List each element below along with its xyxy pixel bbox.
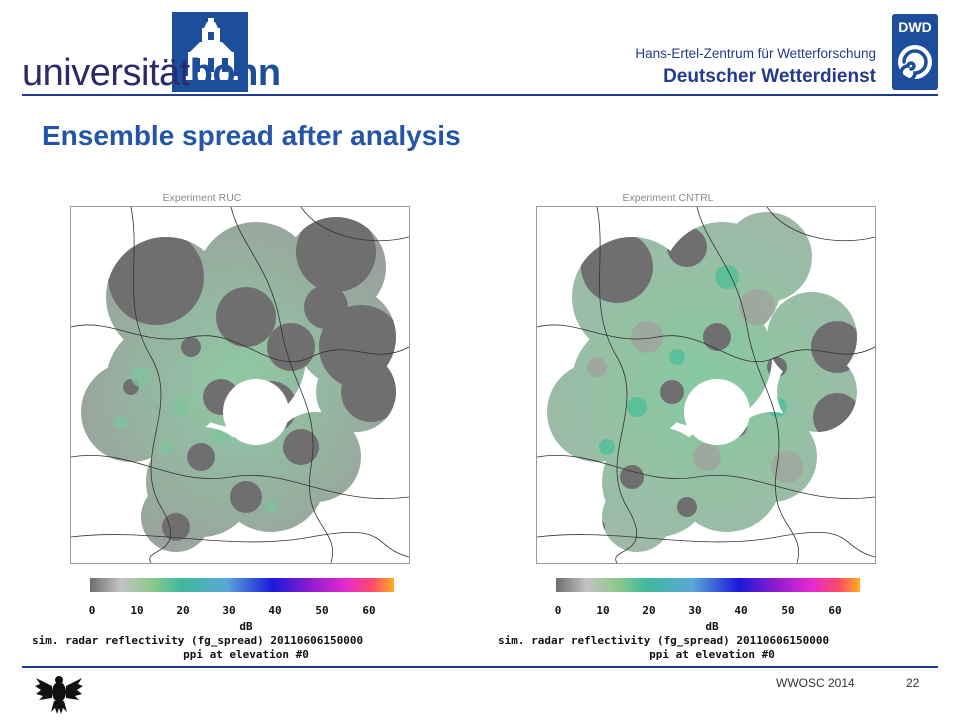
dwd-swirl-icon: DWD (892, 14, 938, 90)
colorbar-tick: 0 (554, 604, 562, 617)
caption-line-2: ppi at elevation #0 (649, 648, 775, 661)
colorbar-tick: 40 (268, 604, 282, 617)
dwd-emblem-text: DWD (898, 19, 931, 35)
colorbar-tick: 60 (362, 604, 376, 617)
header-divider (22, 94, 938, 96)
colorbar-tick: 60 (828, 604, 842, 617)
colorbar-unit: dB (705, 620, 719, 633)
colorbar-tick: 20 (176, 604, 190, 617)
page-title: Ensemble spread after analysis (42, 120, 461, 151)
institute-line: Hans-Ertel-Zentrum für Wetterforschung (635, 46, 876, 61)
footer-divider (22, 666, 938, 668)
wordmark-bonn: bonn (189, 52, 281, 94)
map-graphic (71, 207, 409, 563)
wordmark-universitaet: universität (22, 52, 190, 94)
panel-experiment-ruc: Experiment RUC (32, 190, 456, 661)
colorbar-tick: 10 (130, 604, 144, 617)
dwd-logo-block: Hans-Ertel-Zentrum für Wetterforschung D… (635, 14, 938, 90)
university-bonn-logo: universitätbonn (22, 12, 281, 94)
federal-eagle-icon (35, 676, 83, 714)
caption-line-1: sim. radar reflectivity (fg_spread) 2011… (498, 634, 830, 647)
colorbar-tick: 0 (88, 604, 96, 617)
colorbar-tick: 50 (781, 604, 795, 617)
colorbar-tick: 20 (642, 604, 656, 617)
radar-spread-map (536, 206, 876, 564)
map-graphic (537, 207, 875, 563)
colorbar-tick: 30 (688, 604, 702, 617)
agency-name: Deutscher Wetterdienst (663, 66, 876, 87)
colorbar (90, 578, 394, 592)
colorbar-tick: 50 (315, 604, 329, 617)
colorbar-tick: 10 (596, 604, 610, 617)
colorbar-tick: 40 (734, 604, 748, 617)
colorbar (556, 578, 860, 592)
colorbar-tick: 30 (222, 604, 236, 617)
footer-event: WWOSC 2014 (776, 676, 855, 690)
colorbar-unit: dB (239, 620, 253, 633)
caption-line-2: ppi at elevation #0 (183, 648, 309, 661)
experiment-label: Experiment CNTRL (622, 192, 714, 204)
university-wordmark: universitätbonn (22, 52, 281, 95)
radar-spread-map (70, 206, 410, 564)
university-building-icon (172, 12, 248, 92)
experiment-label: Experiment RUC (162, 192, 242, 204)
panel-experiment-cntrl: Experiment CNTRL (498, 190, 922, 661)
page-number: 22 (906, 676, 920, 690)
caption-line-1: sim. radar reflectivity (fg_spread) 2011… (32, 634, 364, 647)
